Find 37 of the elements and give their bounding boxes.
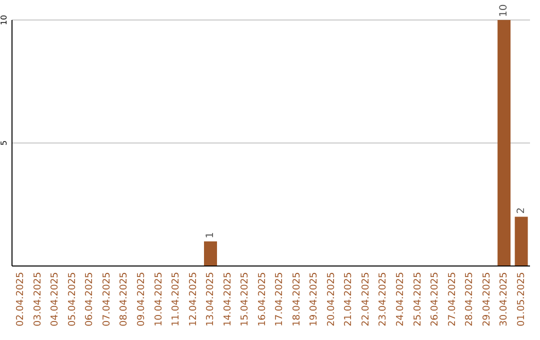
y-tick-label: 5 [0, 140, 8, 146]
x-tick-label: 14.04.2025 [222, 272, 234, 326]
x-tick-label: 10.04.2025 [153, 272, 164, 326]
bar [514, 216, 528, 266]
x-tick-label: 24.04.2025 [395, 272, 406, 326]
x-tick-label: 25.04.2025 [412, 272, 424, 326]
x-tick-label: 09.04.2025 [136, 272, 147, 326]
bar [498, 20, 511, 266]
x-tick-label: 12.04.2025 [188, 272, 199, 326]
x-tick-label: 07.04.2025 [101, 272, 112, 326]
x-tick-label: 27.04.2025 [446, 272, 458, 326]
x-tick-label: 23.04.2025 [378, 272, 389, 326]
x-tick-label: 19.04.2025 [308, 272, 320, 326]
x-tick-label: 13.04.2025 [205, 272, 216, 326]
x-tick-label: 29.04.2025 [481, 272, 492, 326]
x-tick-label: 04.04.2025 [50, 272, 61, 326]
x-tick-label: 06.04.2025 [84, 272, 96, 326]
x-tick-label: 01.05.2025 [516, 272, 527, 326]
x-tick-label: 15.04.2025 [240, 272, 251, 326]
data-label: 10 [498, 4, 510, 17]
x-tick-label: 21.04.2025 [343, 272, 354, 326]
x-tick-label: 30.04.2025 [498, 272, 510, 326]
x-tick-label: 26.04.2025 [430, 272, 441, 326]
x-tick-label: 02.04.2025 [15, 272, 26, 326]
x-tick-label: 20.04.2025 [326, 272, 337, 326]
x-tick-label: 28.04.2025 [464, 272, 476, 326]
x-tick-label: 11.04.2025 [170, 272, 182, 326]
data-label: 1 [205, 232, 216, 238]
x-tick-label: 17.04.2025 [274, 272, 286, 326]
x-tick-label: 22.04.2025 [360, 272, 372, 326]
x-tick-label: 18.04.2025 [291, 272, 302, 326]
data-label: 2 [516, 207, 527, 214]
x-tick-label: 08.04.2025 [118, 272, 130, 326]
bar [204, 241, 218, 266]
x-tick-label: 03.04.2025 [32, 272, 44, 326]
x-tick-label: 16.04.2025 [256, 272, 268, 326]
x-tick-label: 05.04.2025 [66, 272, 78, 326]
